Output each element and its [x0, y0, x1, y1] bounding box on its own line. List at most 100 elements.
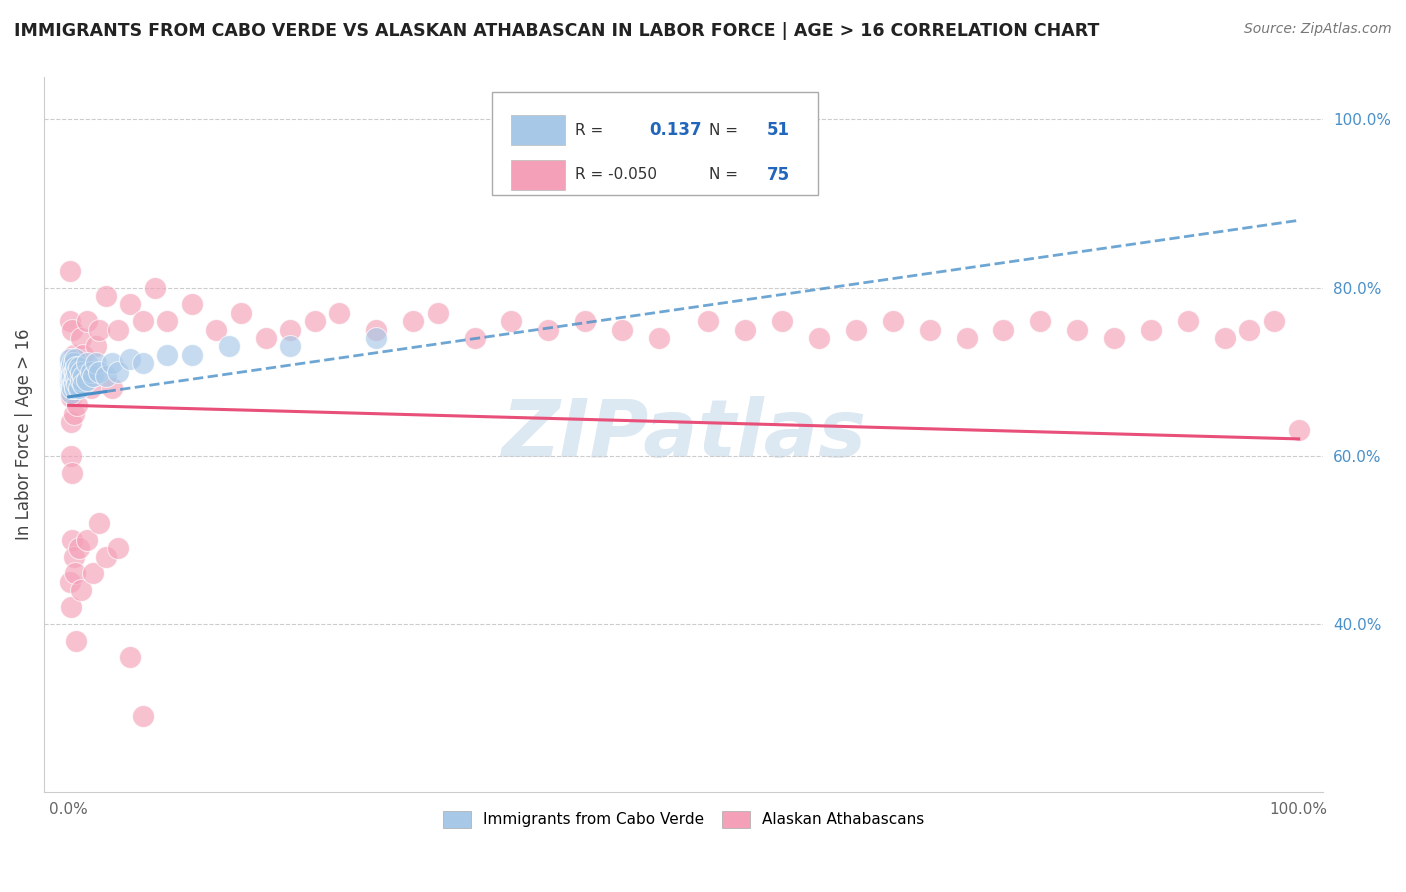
- Point: [80, 365, 103, 379]
- Point: [67, 360, 90, 375]
- Point: [59, 314, 82, 328]
- Point: [63, 382, 86, 396]
- Point: [304, 314, 326, 328]
- Text: ZIPatlas: ZIPatlas: [501, 396, 866, 474]
- Point: [60, 382, 83, 396]
- Point: [1288, 424, 1310, 438]
- Point: [156, 348, 179, 362]
- Point: [66, 398, 89, 412]
- Point: [62, 348, 84, 362]
- Point: [60, 533, 83, 547]
- Point: [89, 516, 111, 530]
- Point: [100, 382, 122, 396]
- Point: [1213, 331, 1236, 345]
- Point: [62, 373, 84, 387]
- Point: [84, 339, 107, 353]
- Point: [156, 314, 179, 328]
- Point: [254, 331, 277, 345]
- Point: [59, 377, 82, 392]
- Point: [697, 314, 720, 328]
- Point: [464, 331, 486, 345]
- Point: [60, 449, 83, 463]
- Point: [70, 331, 93, 345]
- Text: R =: R =: [575, 123, 603, 138]
- Point: [60, 377, 83, 392]
- Text: 0.137: 0.137: [650, 121, 702, 139]
- Point: [60, 390, 83, 404]
- Point: [59, 352, 82, 367]
- Point: [60, 600, 83, 615]
- Point: [62, 549, 84, 564]
- Point: [131, 314, 153, 328]
- Point: [72, 348, 94, 362]
- Point: [278, 339, 301, 353]
- Point: [180, 297, 202, 311]
- Point: [62, 365, 84, 379]
- Point: [60, 415, 83, 429]
- Point: [100, 356, 122, 370]
- FancyBboxPatch shape: [492, 92, 818, 195]
- Point: [229, 306, 252, 320]
- Point: [76, 314, 98, 328]
- Point: [94, 289, 117, 303]
- Point: [82, 368, 104, 383]
- Point: [807, 331, 830, 345]
- Point: [131, 356, 153, 370]
- Point: [1239, 323, 1261, 337]
- Point: [205, 323, 228, 337]
- Point: [501, 314, 523, 328]
- Point: [63, 352, 86, 367]
- Text: Source: ZipAtlas.com: Source: ZipAtlas.com: [1244, 22, 1392, 37]
- Point: [67, 382, 90, 396]
- Point: [1263, 314, 1285, 328]
- Point: [63, 382, 86, 396]
- Point: [89, 365, 111, 379]
- Point: [65, 360, 87, 375]
- Point: [62, 356, 84, 370]
- Point: [107, 323, 129, 337]
- Y-axis label: In Labor Force | Age > 16: In Labor Force | Age > 16: [15, 329, 32, 541]
- Point: [734, 323, 756, 337]
- Point: [76, 533, 98, 547]
- Point: [94, 549, 117, 564]
- Point: [180, 348, 202, 362]
- Point: [120, 352, 142, 367]
- Point: [70, 373, 93, 387]
- Point: [59, 368, 82, 383]
- Point: [59, 373, 82, 387]
- Point: [94, 368, 117, 383]
- Point: [59, 365, 82, 379]
- Text: R = -0.050: R = -0.050: [575, 168, 657, 182]
- Point: [366, 331, 388, 345]
- Point: [63, 365, 86, 379]
- Point: [993, 323, 1015, 337]
- Point: [918, 323, 941, 337]
- Point: [328, 306, 350, 320]
- Text: N =: N =: [709, 123, 738, 138]
- Point: [65, 368, 87, 383]
- Point: [60, 356, 83, 370]
- Point: [65, 633, 87, 648]
- Point: [72, 377, 94, 392]
- Point: [66, 377, 89, 392]
- Point: [59, 373, 82, 387]
- Point: [402, 314, 425, 328]
- Legend: Immigrants from Cabo Verde, Alaskan Athabascans: Immigrants from Cabo Verde, Alaskan Atha…: [437, 805, 931, 834]
- Point: [76, 373, 98, 387]
- Point: [131, 709, 153, 723]
- Text: 75: 75: [766, 166, 790, 184]
- Point: [60, 368, 83, 383]
- Point: [426, 306, 449, 320]
- Point: [60, 323, 83, 337]
- Point: [60, 365, 83, 379]
- Point: [63, 368, 86, 383]
- Text: IMMIGRANTS FROM CABO VERDE VS ALASKAN ATHABASCAN IN LABOR FORCE | AGE > 16 CORRE: IMMIGRANTS FROM CABO VERDE VS ALASKAN AT…: [14, 22, 1099, 40]
- Point: [60, 365, 83, 379]
- Point: [882, 314, 904, 328]
- Point: [143, 280, 166, 294]
- Point: [1066, 323, 1088, 337]
- Point: [648, 331, 671, 345]
- Point: [107, 365, 129, 379]
- Point: [1177, 314, 1199, 328]
- Point: [60, 368, 83, 383]
